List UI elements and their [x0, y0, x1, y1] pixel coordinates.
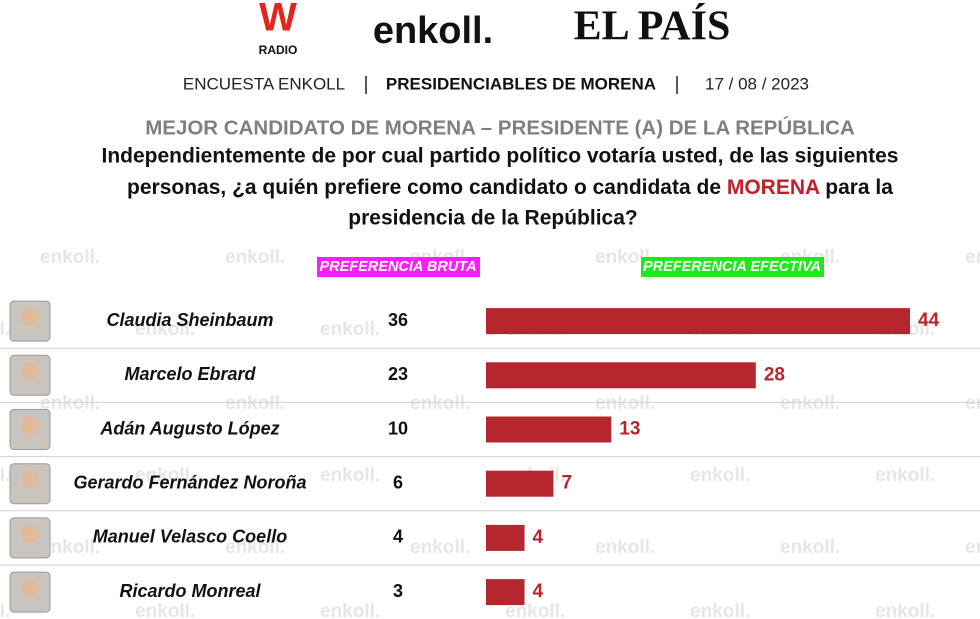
- raw-value: 23: [388, 364, 408, 384]
- chart-title: MEJOR CANDIDATO DE MORENA – PRESIDENTE (…: [145, 115, 855, 139]
- raw-value: 4: [393, 527, 403, 547]
- watermark: enkoll.: [0, 465, 10, 486]
- column-header: PREFERENCIA BRUTA: [319, 259, 476, 275]
- watermark: enkoll.: [135, 601, 195, 619]
- watermark: enkoll.: [225, 393, 285, 414]
- raw-value: 3: [393, 581, 403, 601]
- watermark: enkoll.: [0, 601, 10, 619]
- logo-radio: RADIO: [259, 43, 298, 57]
- bar: [486, 362, 756, 389]
- bar-label: 7: [561, 473, 572, 494]
- candidate-name: Adán Augusto López: [99, 418, 279, 438]
- watermark: enkoll.: [875, 601, 935, 619]
- topic: PRESIDENCIABLES DE MORENA: [386, 74, 656, 93]
- raw-value: 10: [388, 418, 408, 438]
- bar-label: 4: [533, 581, 544, 602]
- watermark: enkoll.: [690, 465, 750, 486]
- watermark: enkoll.: [965, 393, 980, 414]
- watermark: enkoll.: [225, 247, 285, 268]
- question: personas, ¿a quién prefiere como candida…: [127, 176, 727, 199]
- watermark: enkoll.: [320, 319, 380, 340]
- candidate-name: Gerardo Fernández Noroña: [73, 472, 306, 492]
- question-highlight: MORENA: [727, 176, 820, 199]
- question: para la: [819, 176, 893, 199]
- photo-face: [21, 579, 39, 598]
- bar: [486, 524, 525, 551]
- bar: [486, 470, 554, 497]
- watermark: enkoll.: [780, 393, 840, 414]
- candidate-name: Manuel Velasco Coello: [93, 527, 287, 547]
- candidate-name: Claudia Sheinbaum: [106, 310, 273, 330]
- bar: [486, 579, 525, 606]
- logo-w: W: [259, 0, 297, 40]
- candidate-name: Ricardo Monreal: [119, 581, 261, 601]
- candidate-name: Marcelo Ebrard: [124, 364, 256, 384]
- watermark: enkoll.: [780, 537, 840, 558]
- watermark: enkoll.: [690, 601, 750, 619]
- bar: [486, 308, 910, 335]
- photo-face: [21, 470, 39, 489]
- photo-face: [21, 416, 39, 435]
- watermark: enkoll.: [965, 537, 980, 558]
- watermark: enkoll.: [595, 537, 655, 558]
- header-bg: [317, 257, 480, 277]
- watermark: enkoll.: [320, 465, 380, 486]
- photo-face: [21, 524, 39, 543]
- logo-enkoll: enkoll.: [373, 10, 493, 52]
- question: personas, ¿a quién prefiere como candida…: [127, 176, 893, 199]
- bar: [486, 416, 612, 443]
- watermark: enkoll.: [505, 601, 565, 619]
- watermark: enkoll.: [965, 247, 980, 268]
- photo-face: [21, 308, 39, 327]
- question: Independientemente de por cual partido p…: [102, 145, 899, 168]
- watermark: enkoll.: [40, 247, 100, 268]
- watermark: enkoll.: [40, 537, 100, 558]
- watermark: enkoll.: [135, 465, 195, 486]
- watermark: enkoll.: [410, 537, 470, 558]
- watermark: enkoll.: [225, 537, 285, 558]
- logo-pais: EL PAÍS: [574, 3, 731, 50]
- watermark: enkoll.: [0, 319, 10, 340]
- watermark: enkoll.: [875, 465, 935, 486]
- bar-label: 44: [918, 310, 940, 331]
- watermark: enkoll.: [320, 601, 380, 619]
- header-bg: [641, 257, 824, 277]
- raw-value: 6: [393, 472, 403, 492]
- bar-label: 13: [619, 419, 640, 440]
- watermark: enkoll.: [410, 393, 470, 414]
- question: presidencia de la República?: [348, 207, 637, 230]
- watermark: enkoll.: [135, 319, 195, 340]
- watermark: enkoll.: [40, 393, 100, 414]
- bar-label: 28: [764, 364, 785, 385]
- watermark: enkoll.: [595, 393, 655, 414]
- column-header: PREFERENCIA EFECTIVA: [643, 259, 821, 275]
- bar-label: 4: [533, 527, 544, 548]
- raw-value: 36: [388, 310, 408, 330]
- photo-face: [21, 362, 39, 381]
- date: 17 / 08 / 2023: [705, 74, 809, 93]
- survey: ENCUESTA ENKOLL: [183, 74, 345, 93]
- watermark: enkoll.: [595, 247, 655, 268]
